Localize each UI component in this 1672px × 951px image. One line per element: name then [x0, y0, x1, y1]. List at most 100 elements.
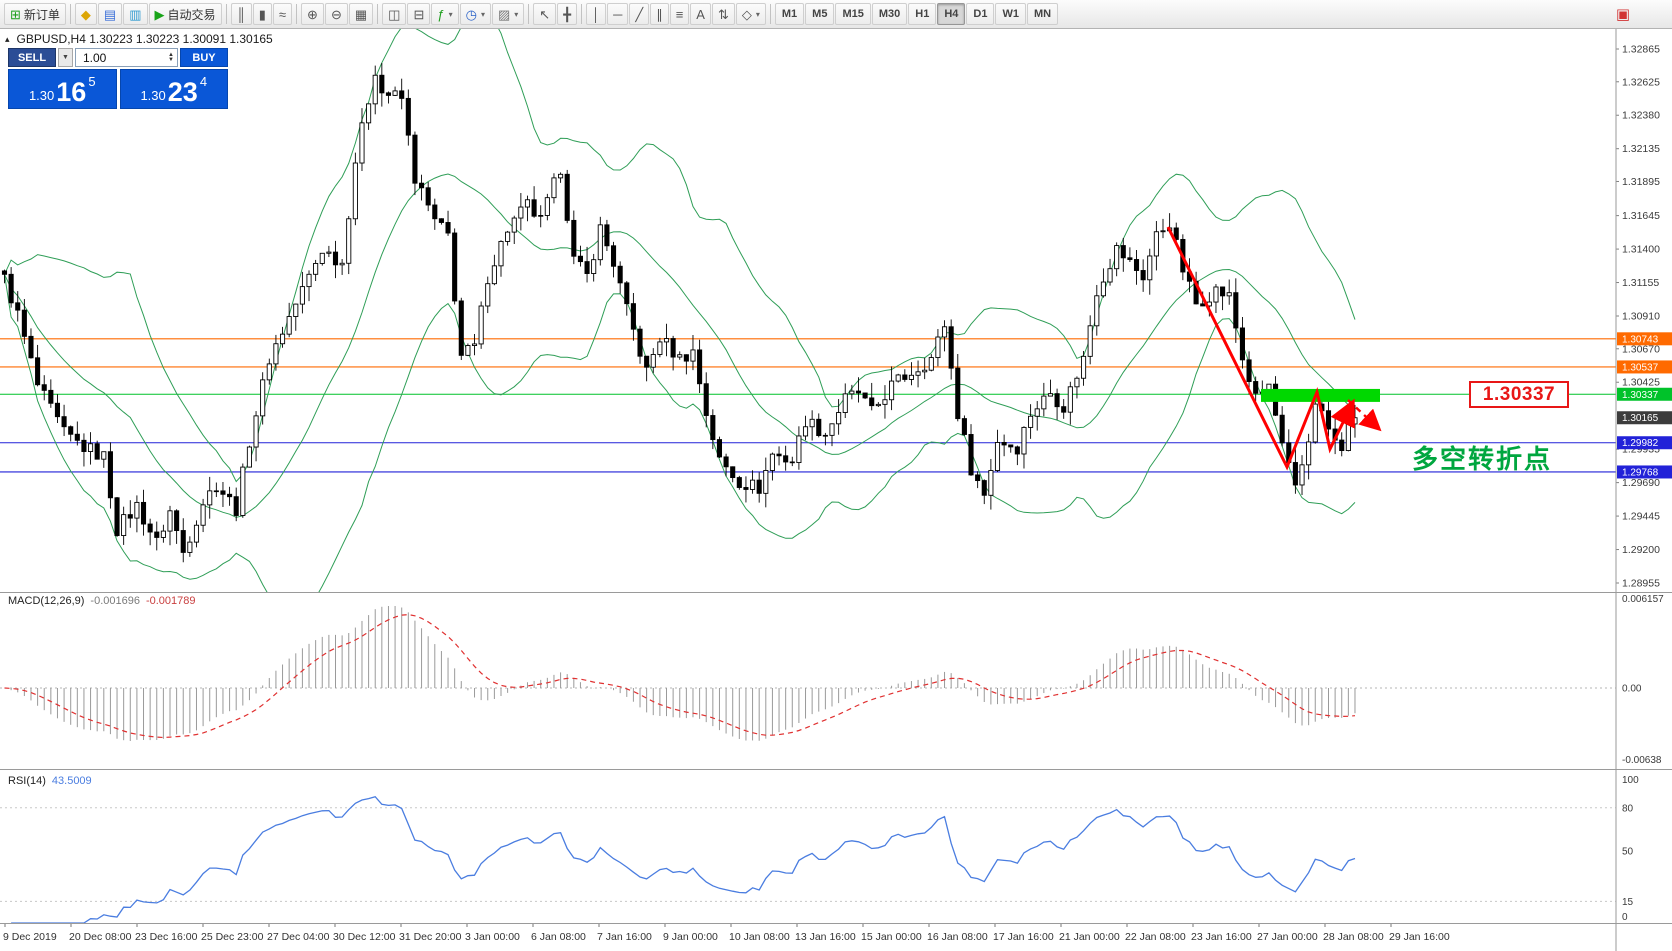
svg-text:1.30165: 1.30165	[1622, 413, 1659, 424]
svg-text:1.32865: 1.32865	[1622, 44, 1660, 56]
timeframe-mn[interactable]: MN	[1026, 3, 1059, 25]
volume-value: 1.00	[83, 50, 107, 65]
svg-text:3 Jan 00:00: 3 Jan 00:00	[465, 931, 520, 943]
toolbar-separator	[581, 4, 583, 24]
zoom-in-icon-button[interactable]: ⊕	[301, 3, 324, 25]
toolbar-separator	[769, 4, 771, 24]
arrange-windows-icon-button[interactable]: ◫	[382, 3, 407, 25]
zoom-out-icon-button[interactable]: ⊖	[324, 3, 348, 25]
arrange-windows-icon: ◫	[388, 6, 401, 22]
volume-spin-icons[interactable]: ▲ ▼	[168, 51, 174, 63]
timeframe-m15[interactable]: M15	[835, 3, 871, 25]
svg-text:30 Dec 12:00: 30 Dec 12:00	[333, 931, 396, 943]
zoom-out-icon: ⊖	[330, 6, 342, 22]
svg-text:25 Dec 23:00: 25 Dec 23:00	[201, 931, 264, 943]
indicators-icon: ƒ	[437, 6, 445, 22]
macd-plot	[0, 606, 1616, 742]
buy-price-pipette: 4	[199, 74, 208, 89]
app-logo-icon[interactable]: ▣	[1615, 6, 1630, 23]
svg-text:1.29200: 1.29200	[1622, 544, 1660, 556]
svg-text:1.32625: 1.32625	[1622, 76, 1660, 88]
templates-icon-button[interactable]: ▨ ▾	[491, 3, 525, 25]
svg-text:9 Jan 00:00: 9 Jan 00:00	[663, 931, 718, 943]
autotrading-button-button[interactable]: ▶ 自动交易	[148, 3, 222, 25]
svg-text:23 Jan 16:00: 23 Jan 16:00	[1191, 931, 1252, 943]
svg-text:10 Jan 08:00: 10 Jan 08:00	[729, 931, 790, 943]
sell-button[interactable]: SELL	[8, 48, 56, 67]
candlestick-chart-icon-button[interactable]: ▮	[252, 3, 272, 25]
candlestick-chart-icon: ▮	[258, 6, 266, 22]
svg-text:1.30910: 1.30910	[1622, 311, 1660, 323]
bar-chart-icon-button[interactable]: ║	[230, 3, 252, 25]
svg-text:29 Jan 16:00: 29 Jan 16:00	[1389, 931, 1450, 943]
market-watch-icon: ▤	[103, 6, 117, 22]
chart-canvas[interactable]: 0.006157 0.00 -0.00638 100 80 50 15 0 1.32865 1…	[0, 29, 1672, 951]
trendline-icon: ╱	[635, 6, 644, 22]
cascade-windows-icon-button[interactable]: ⊟	[407, 3, 431, 25]
shapes-icon: ◇	[741, 6, 752, 22]
chevron-down-icon: ▾	[514, 9, 519, 19]
trendline-icon-button[interactable]: ╱	[629, 3, 650, 25]
sell-price-button[interactable]: 1.30 16 5	[8, 69, 117, 109]
svg-text:15: 15	[1622, 897, 1634, 908]
supply-zone-rectangle	[1261, 388, 1380, 402]
line-chart-icon-button[interactable]: ≈	[272, 3, 293, 25]
svg-text:1.30537: 1.30537	[1622, 362, 1659, 373]
cursor-icon-button[interactable]: ↖	[533, 3, 557, 25]
price-scale[interactable]: 1.32865 1.32625 1.32380 1.32135 1.31895 1.316…	[1616, 44, 1672, 590]
market-watch-icon-button[interactable]: ▤	[97, 3, 123, 25]
templates-icon: ▨	[497, 6, 511, 22]
horizontal-line-icon-button[interactable]: ─	[607, 3, 629, 25]
svg-text:23 Dec 16:00: 23 Dec 16:00	[135, 931, 198, 943]
svg-text:-0.00638: -0.00638	[1622, 755, 1662, 766]
vertical-line-icon-button[interactable]: │	[586, 3, 607, 25]
timeframe-m5[interactable]: M5	[805, 3, 835, 25]
line-chart-icon: ≈	[278, 6, 287, 22]
timeframe-d1[interactable]: D1	[966, 3, 995, 25]
svg-text:1.29445: 1.29445	[1622, 511, 1660, 523]
toolbar-separator	[377, 4, 379, 24]
buy-button[interactable]: BUY	[180, 48, 228, 67]
timeframe-h1[interactable]: H1	[908, 3, 937, 25]
timeframe-m1[interactable]: M1	[774, 3, 805, 25]
macd-indicator-label: MACD(12,26,9) -0.001696 -0.001789	[8, 595, 196, 607]
svg-text:1.29982: 1.29982	[1622, 438, 1659, 449]
svg-text:20 Dec 08:00: 20 Dec 08:00	[69, 931, 132, 943]
toolbar-separator	[528, 4, 530, 24]
grid-icon-button[interactable]: ▦	[348, 3, 374, 25]
svg-text:0.006157: 0.006157	[1622, 594, 1664, 605]
text-label-icon-button[interactable]: A	[690, 3, 711, 25]
new-order-button: ⊞	[10, 6, 21, 22]
crosshair-icon: ╋	[563, 6, 572, 22]
shapes-icon-button[interactable]: ◇ ▾	[735, 3, 766, 25]
new-order-button-button[interactable]: ⊞ 新订单	[4, 3, 66, 25]
order-type-dropdown[interactable]: ▼	[58, 48, 73, 67]
timeframe-h4[interactable]: H4	[937, 3, 966, 25]
sell-price-pipette: 5	[88, 74, 96, 89]
fibonacci-icon-button[interactable]: ≡	[669, 3, 690, 25]
svg-text:6 Jan 08:00: 6 Jan 08:00	[531, 931, 586, 943]
buy-price-button[interactable]: 1.30 23 4	[119, 69, 228, 109]
arrow-objects-icon-button[interactable]: ⇅	[711, 3, 735, 25]
price-callout-box[interactable]: 1.30337	[1469, 381, 1569, 408]
time-axis[interactable]: 9 Dec 2019 20 Dec 08:00 23 Dec 16:00 25 Dec…	[3, 924, 1450, 943]
toolbar-separator	[69, 4, 71, 24]
svg-text:1.32380: 1.32380	[1622, 110, 1660, 122]
volume-stepper[interactable]: 1.00 ▲ ▼	[75, 48, 178, 67]
chart-legend: ▴ GBPUSD,H4 1.30223 1.30223 1.30091 1.30…	[5, 32, 273, 46]
periods-icon-button[interactable]: ◷ ▾	[459, 3, 491, 25]
indicators-icon-button[interactable]: ƒ ▾	[431, 3, 459, 25]
svg-text:100: 100	[1622, 775, 1639, 786]
timeframe-m30[interactable]: M30	[871, 3, 908, 25]
data-window-icon-button[interactable]: ▥	[123, 3, 148, 25]
chart-profile-icon-button[interactable]: ◆	[74, 3, 97, 25]
svg-text:1.30425: 1.30425	[1622, 377, 1660, 389]
crosshair-icon-button[interactable]: ╋	[557, 3, 578, 25]
fibonacci-icon: ≡	[675, 6, 684, 22]
trade-panel-toggle-icon[interactable]: ▴	[5, 33, 10, 44]
equidistant-channel-icon-button[interactable]: ∥	[650, 3, 669, 25]
buy-price-figure: 1.30	[140, 88, 166, 103]
rsi-plot	[0, 795, 1616, 923]
timeframe-w1[interactable]: W1	[995, 3, 1026, 25]
